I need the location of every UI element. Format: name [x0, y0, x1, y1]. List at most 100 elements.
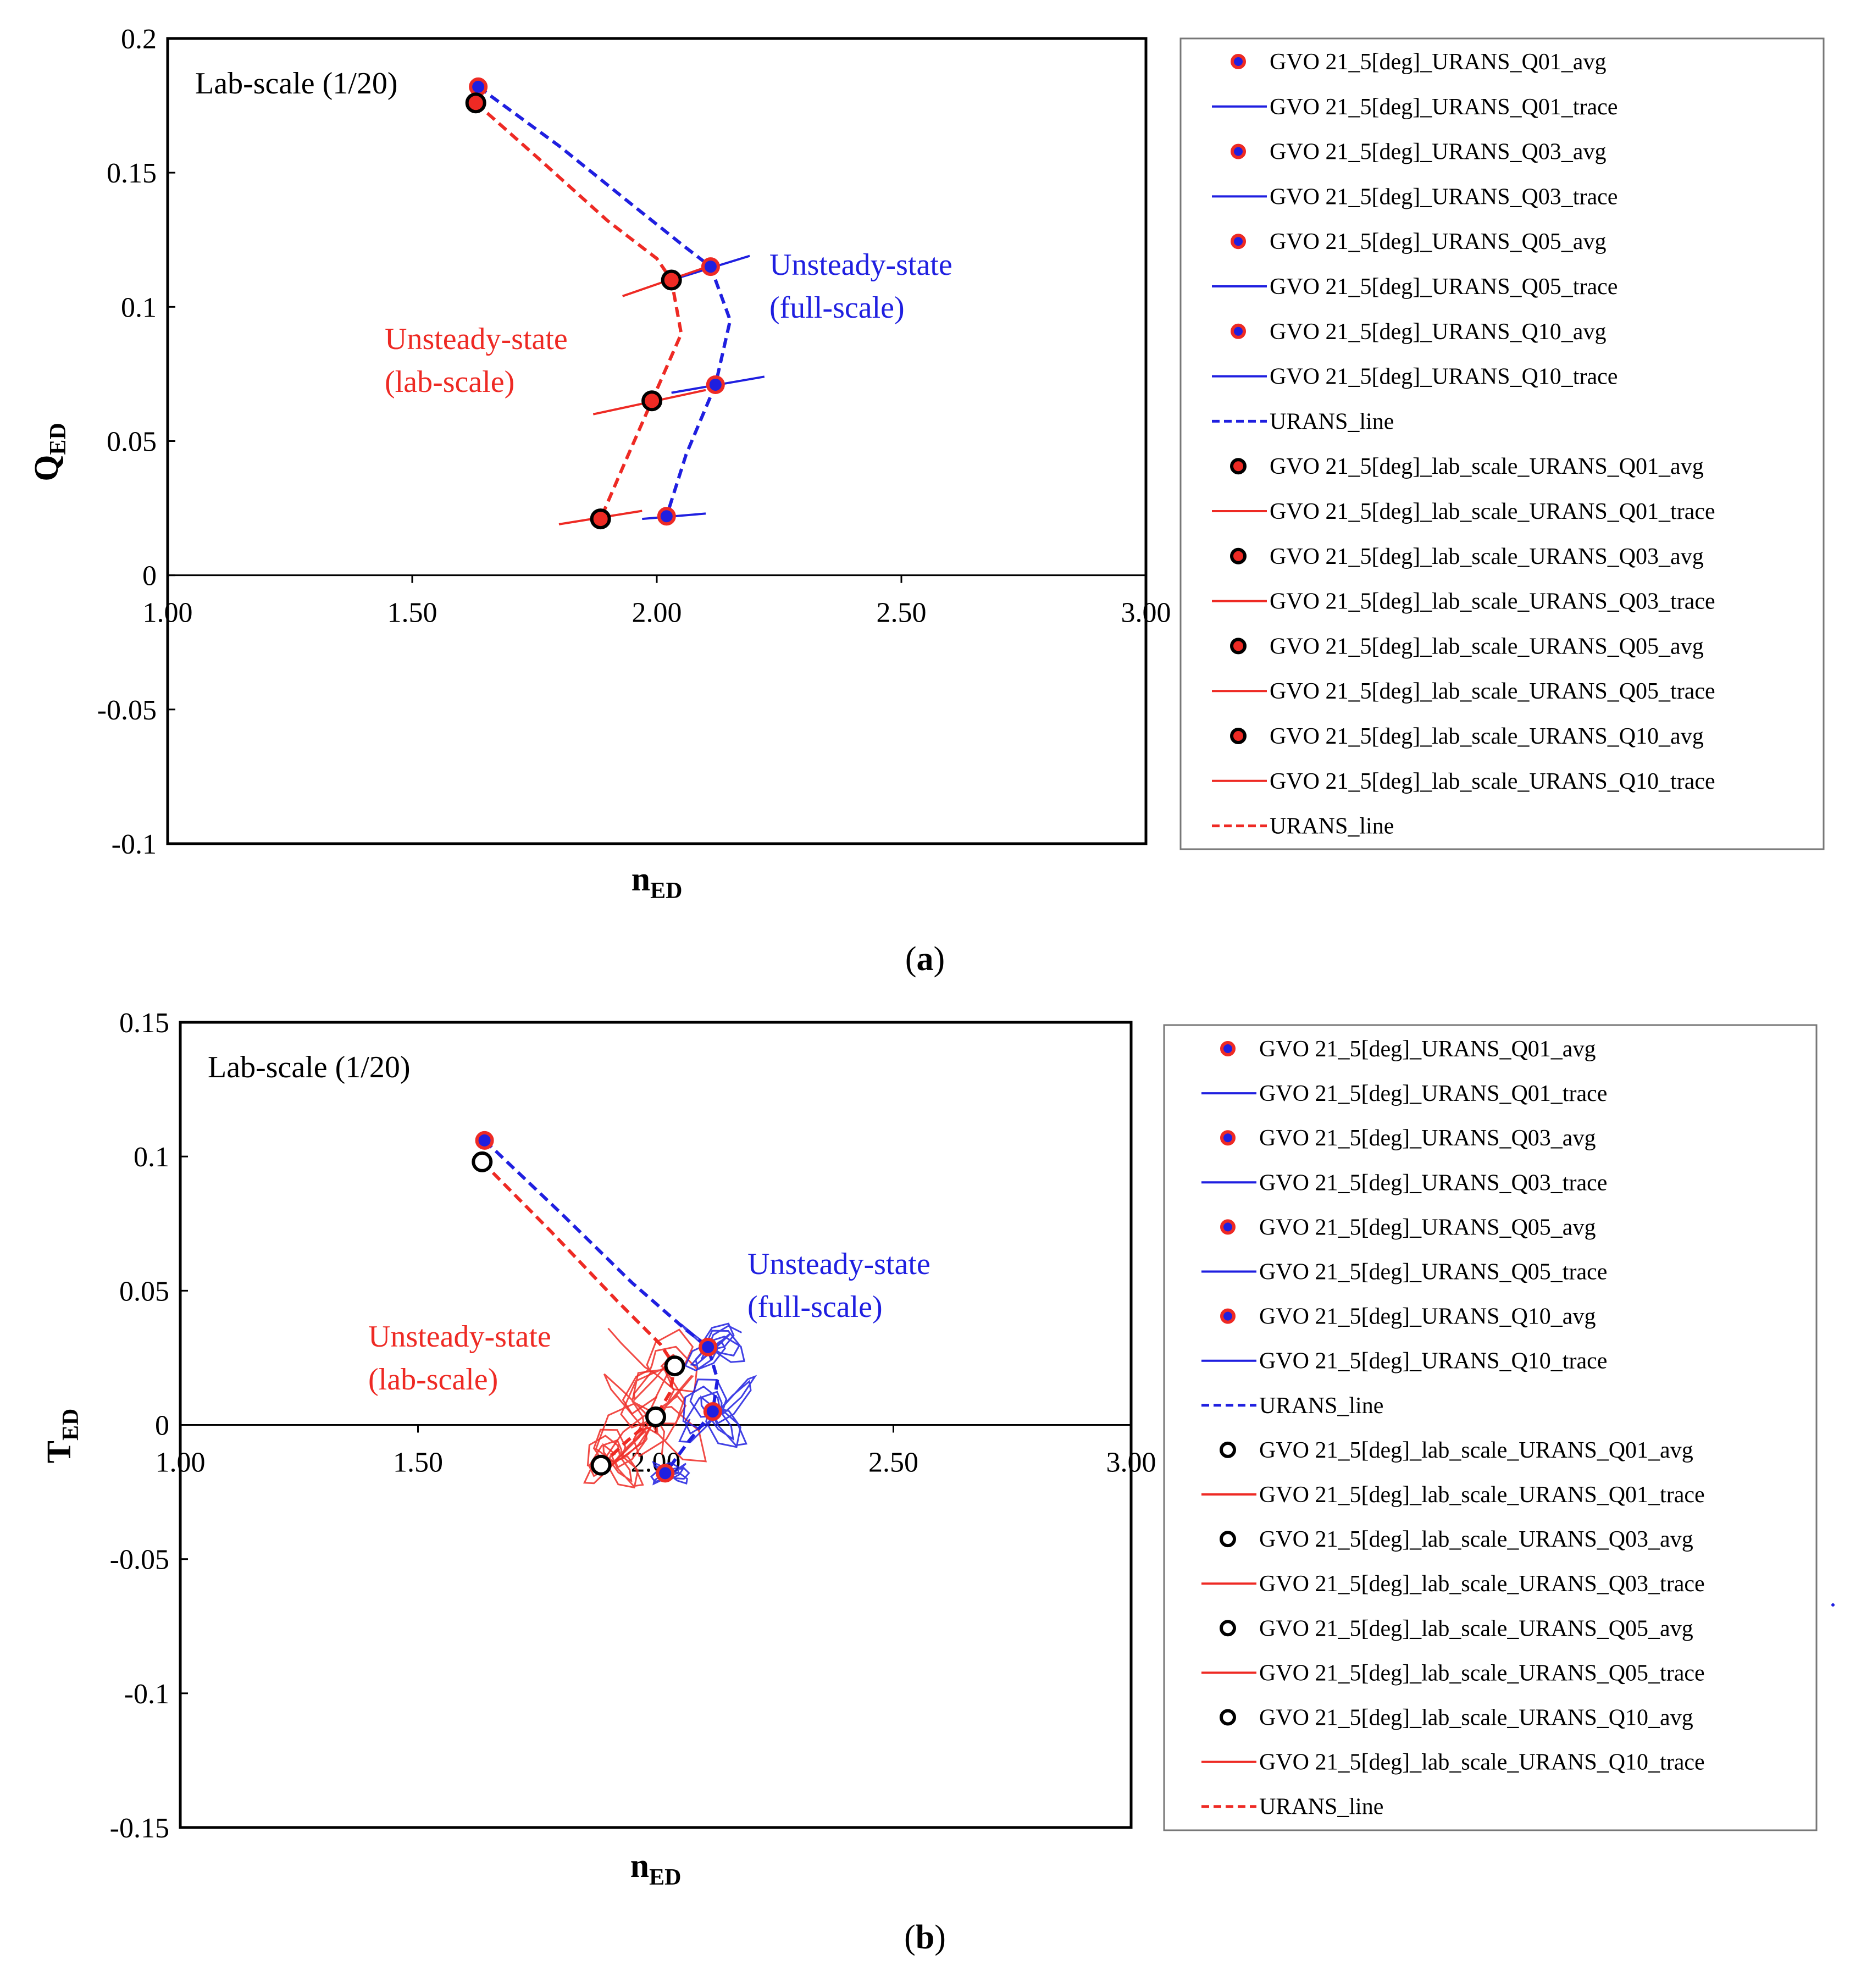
legend-marker-full-avg — [1220, 1130, 1236, 1146]
legend-marker-lab-avg — [1230, 638, 1247, 655]
corner-note: Lab-scale (1/20) — [195, 67, 397, 101]
x-tick-label: 2.00 — [632, 597, 682, 629]
x-tick-label: 2.50 — [868, 1447, 918, 1478]
full-scale-avg-point — [657, 507, 676, 526]
lab-scale-trace — [607, 1327, 698, 1415]
x-axis-label: nED — [632, 861, 683, 904]
panel-caption: (a) — [905, 940, 945, 978]
full-scale-annotation-line1: Unsteady-state — [747, 1247, 930, 1281]
legend-label: GVO 21_5[deg]_URANS_Q03_trace — [1270, 184, 1618, 209]
legend-label: GVO 21_5[deg]_URANS_Q01_trace — [1270, 95, 1618, 120]
legend-label: GVO 21_5[deg]_URANS_Q01_trace — [1259, 1081, 1607, 1106]
y-axis-label-sub: ED — [58, 1409, 84, 1441]
legend-marker-full-avg — [1231, 54, 1246, 69]
full-scale-avg-point — [475, 1131, 494, 1150]
full-scale-trace — [678, 1375, 757, 1448]
panel-caption-letter: b — [916, 1919, 934, 1956]
legend-label: GVO 21_5[deg]_lab_scale_URANS_Q05_trace — [1259, 1660, 1705, 1686]
legend-label: URANS_line — [1270, 409, 1394, 434]
legend-label: GVO 21_5[deg]_lab_scale_URANS_Q10_avg — [1259, 1705, 1693, 1731]
x-tick-label: 1.50 — [393, 1447, 443, 1478]
legend-label: GVO 21_5[deg]_lab_scale_URANS_Q05_trace — [1270, 679, 1715, 704]
legend-marker-lab-avg — [1220, 1620, 1236, 1637]
y-tick-label: 0 — [155, 1410, 169, 1442]
x-axis-label: nED — [630, 1847, 682, 1890]
lab-scale-avg-point — [645, 1406, 666, 1427]
legend-label: GVO 21_5[deg]_lab_scale_URANS_Q03_trace — [1270, 589, 1715, 614]
lab-scale-avg-point — [472, 1151, 493, 1172]
lab-scale-avg-point — [641, 390, 663, 412]
x-tick-label: 2.50 — [877, 597, 927, 629]
legend-label: URANS_line — [1270, 814, 1394, 839]
y-tick-label: 0.15 — [119, 1007, 169, 1039]
legend-label: GVO 21_5[deg]_lab_scale_URANS_Q03_avg — [1270, 544, 1704, 569]
y-tick-label: 0.15 — [107, 158, 157, 189]
panel-caption-close: ) — [934, 940, 945, 978]
y-tick-label: -0.15 — [110, 1813, 169, 1844]
y-tick-label: -0.05 — [110, 1544, 169, 1576]
lab-scale-annotation-line1: Unsteady-state — [385, 322, 568, 356]
legend-marker-lab-avg — [1220, 1531, 1236, 1548]
lab-scale-avg-point — [664, 1355, 685, 1377]
full-scale-avg-point — [706, 375, 725, 394]
legend-label: GVO 21_5[deg]_lab_scale_URANS_Q10_trace — [1270, 769, 1715, 794]
legend: GVO 21_5[deg]_URANS_Q01_avg GVO 21_5[deg]… — [1179, 37, 1825, 850]
legend-label: GVO 21_5[deg]_lab_scale_URANS_Q01_avg — [1259, 1438, 1693, 1463]
lab-scale-avg-point — [661, 269, 682, 291]
full-scale-annotation-line1: Unsteady-state — [769, 248, 952, 282]
legend-marker-lab-avg — [1220, 1441, 1236, 1458]
legend-frame — [1163, 1024, 1818, 1831]
legend-marker-lab-avg — [1230, 547, 1247, 564]
y-tick-label: 0 — [142, 561, 157, 592]
y-tick-label: -0.1 — [124, 1679, 169, 1710]
x-axis-label-sub: ED — [649, 1865, 681, 1890]
legend-label: GVO 21_5[deg]_lab_scale_URANS_Q01_trace — [1259, 1482, 1705, 1508]
y-tick-label: -0.1 — [112, 829, 157, 860]
lab-scale-annotation-line2: (lab-scale) — [368, 1363, 498, 1397]
legend-frame — [1179, 37, 1825, 850]
y-tick-label: 0.2 — [121, 24, 157, 55]
legend-label: GVO 21_5[deg]_lab_scale_URANS_Q10_avg — [1270, 724, 1704, 749]
legend-label: GVO 21_5[deg]_URANS_Q05_avg — [1259, 1215, 1596, 1240]
x-tick-label: 3.00 — [1121, 597, 1171, 629]
full-scale-avg-point — [656, 1464, 675, 1483]
lab-scale-avg-point — [590, 508, 611, 530]
legend-label: URANS_line — [1259, 1393, 1383, 1419]
chart-b: 0.150.10.050-0.05-0.1-0.151.00 1.50 2.00 2.… — [41, 1007, 1818, 1956]
legend-label: GVO 21_5[deg]_URANS_Q03_avg — [1259, 1126, 1596, 1151]
full-scale-avg-point — [703, 1402, 722, 1421]
legend-label: GVO 21_5[deg]_URANS_Q03_avg — [1270, 140, 1606, 165]
legend-label: GVO 21_5[deg]_lab_scale_URANS_Q03_trace — [1259, 1571, 1705, 1597]
x-tick-label: 1.50 — [387, 597, 437, 629]
legend-label: GVO 21_5[deg]_URANS_Q10_trace — [1270, 364, 1618, 390]
x-axis-label-sub: ED — [650, 878, 682, 904]
legend-marker-lab-avg — [1220, 1709, 1236, 1726]
legend-marker-lab-avg — [1230, 728, 1247, 744]
x-tick-label: 1.00 — [156, 1447, 206, 1478]
y-tick-label: 0.05 — [107, 427, 157, 458]
legend-label: GVO 21_5[deg]_URANS_Q01_avg — [1270, 49, 1606, 75]
legend-label: GVO 21_5[deg]_lab_scale_URANS_Q05_avg — [1259, 1616, 1693, 1641]
lab-scale-annotation-line1: Unsteady-state — [368, 1320, 551, 1354]
legend-marker-full-avg — [1231, 234, 1246, 250]
y-axis-label: QED — [28, 423, 71, 481]
legend-label: GVO 21_5[deg]_lab_scale_URANS_Q01_trace — [1270, 499, 1715, 524]
y-axis-label: TED — [41, 1409, 84, 1464]
legend-label: GVO 21_5[deg]_lab_scale_URANS_Q03_avg — [1259, 1527, 1693, 1552]
corner-note: Lab-scale (1/20) — [208, 1050, 410, 1084]
legend-label: GVO 21_5[deg]_URANS_Q05_trace — [1259, 1260, 1607, 1285]
legend-label: GVO 21_5[deg]_URANS_Q10_trace — [1259, 1349, 1607, 1374]
y-tick-label: 0.05 — [119, 1276, 169, 1307]
full-scale-annotation-line2: (full-scale) — [769, 291, 905, 325]
full-scale-avg-point — [699, 1337, 718, 1356]
panel-caption-close: ) — [934, 1919, 946, 1956]
legend-label: GVO 21_5[deg]_URANS_Q01_avg — [1259, 1037, 1596, 1062]
y-tick-label: -0.05 — [97, 695, 157, 726]
legend-label: GVO 21_5[deg]_URANS_Q05_trace — [1270, 274, 1618, 300]
full-scale-annotation-line2: (full-scale) — [747, 1290, 883, 1324]
stray-dot — [1831, 1603, 1835, 1607]
legend-marker-full-avg — [1220, 1219, 1236, 1235]
legend-label: GVO 21_5[deg]_URANS_Q10_avg — [1270, 319, 1606, 345]
y-axis-label-sub: ED — [46, 423, 71, 455]
